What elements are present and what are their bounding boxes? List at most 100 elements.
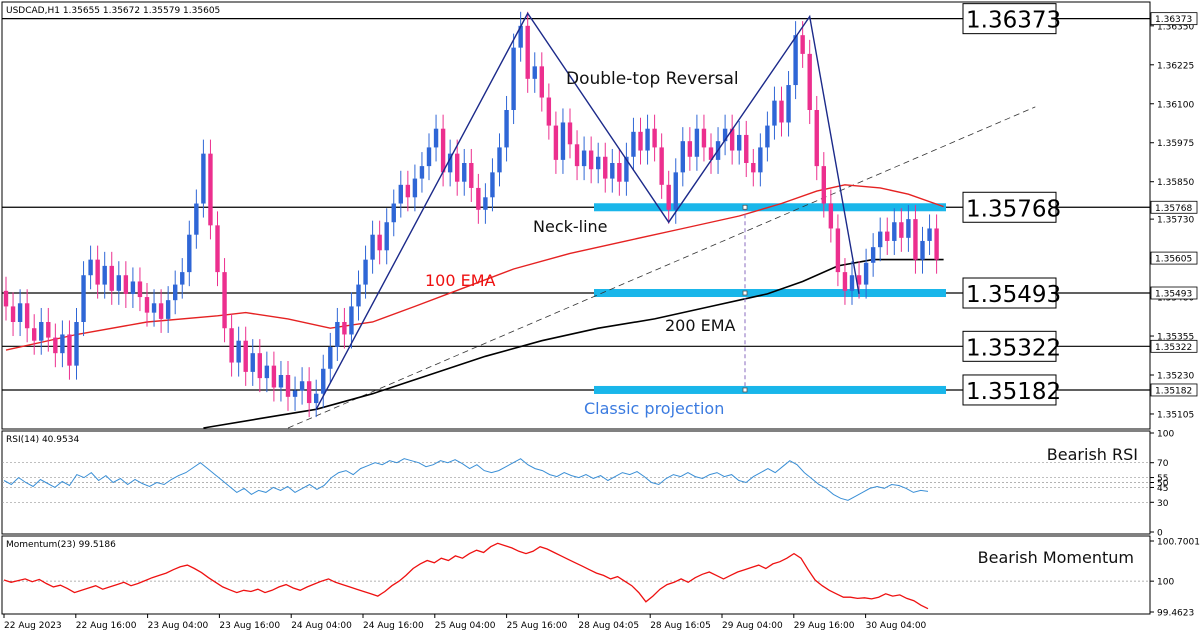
level-tags: 1.36373 1.35768 1.35493 1.35322 1.35182 <box>1150 12 1198 397</box>
level-labels: 1.36373 1.35768 1.35493 1.35322 1.35182 <box>962 3 1061 406</box>
candle <box>328 332 333 383</box>
candle <box>165 286 171 333</box>
candle-body <box>476 187 481 210</box>
candle-body <box>765 125 770 148</box>
candle <box>60 320 65 368</box>
candle-body <box>292 390 298 397</box>
level-label-box <box>962 3 1057 35</box>
candle <box>24 289 30 343</box>
rsi-tick-label: 30 <box>1157 499 1169 509</box>
candle <box>920 226 925 274</box>
candle <box>243 326 248 386</box>
candle <box>814 95 819 181</box>
candle-body <box>751 163 756 173</box>
candle-body <box>913 219 918 260</box>
price-tick-label: 1.35850 <box>1157 178 1194 188</box>
candle <box>229 314 234 377</box>
candle-body <box>455 153 460 182</box>
candle <box>567 108 573 159</box>
level-label-box <box>962 191 1057 223</box>
momentum-tick-label: 100 <box>1157 578 1174 588</box>
ema200-label: 200 EMA <box>665 316 736 335</box>
level-axis-tag-label: 1.35322 <box>1155 343 1192 353</box>
candle-body <box>165 300 171 319</box>
candle <box>835 214 841 287</box>
candle-body <box>102 265 107 285</box>
time-tick-label: 29 Aug 04:00 <box>722 621 783 631</box>
time-tick-label: 30 Aug 04:00 <box>866 621 927 631</box>
time-tick-label: 23 Aug 04:00 <box>148 621 209 631</box>
main-panel <box>1 1 1151 430</box>
candle-body <box>363 259 368 285</box>
candle <box>581 136 587 181</box>
candle-body <box>321 368 326 394</box>
candle <box>426 133 432 181</box>
candle-body <box>314 393 319 404</box>
candle-body <box>927 228 932 241</box>
double-top-pattern <box>315 12 860 410</box>
level-axis-tag-label: 1.36373 <box>1155 15 1192 25</box>
candle-body <box>95 259 100 285</box>
time-tick-label: 29 Aug 16:00 <box>794 621 855 631</box>
candle <box>335 307 340 361</box>
pattern-label: Double-top Reversal <box>566 69 739 89</box>
candle-body <box>384 222 389 251</box>
time-tick-label: 28 Aug 16:05 <box>650 621 711 631</box>
candle <box>194 189 199 249</box>
level-label: 1.35322 <box>966 335 1061 361</box>
candle <box>391 189 396 237</box>
candle <box>412 164 418 212</box>
candle-body <box>342 322 347 335</box>
candles[interactable] <box>3 11 939 418</box>
candle <box>913 205 918 274</box>
candle <box>800 21 805 68</box>
current-price-tag <box>1150 251 1198 265</box>
ema100-label: 100 EMA <box>425 271 496 290</box>
candle-body <box>60 334 65 354</box>
candle-body <box>469 163 474 188</box>
candle <box>405 170 411 212</box>
candle <box>758 133 763 187</box>
candle <box>878 217 883 262</box>
candle <box>546 83 552 140</box>
candle-body <box>828 203 834 229</box>
candle <box>46 307 51 352</box>
candle <box>455 139 460 196</box>
price-tick-label: 1.36225 <box>1157 61 1194 71</box>
candle-body <box>306 381 312 404</box>
level-axis-tag <box>1150 383 1198 397</box>
candle <box>807 39 812 125</box>
candle-body <box>807 53 812 110</box>
candle <box>892 208 897 255</box>
candle <box>821 152 826 218</box>
candle <box>863 248 869 299</box>
level-label: 1.35182 <box>966 379 1061 405</box>
candle <box>927 214 932 255</box>
candle-body <box>920 240 925 260</box>
candle-body <box>271 365 277 388</box>
candle <box>729 114 735 165</box>
candle-body <box>130 281 136 294</box>
candle-body <box>814 110 819 167</box>
projection-node <box>742 204 748 210</box>
candle <box>511 33 516 125</box>
candle <box>264 351 270 393</box>
candle <box>278 360 284 402</box>
candle-body <box>74 322 79 366</box>
candle <box>130 267 136 308</box>
rsi-tick-label: 55 <box>1157 474 1168 484</box>
candle <box>370 220 375 274</box>
candle-body <box>546 97 552 126</box>
candle-body <box>24 303 30 329</box>
level-label: 1.35768 <box>966 196 1061 222</box>
candle <box>109 251 114 305</box>
candle <box>356 270 361 321</box>
candle-body <box>356 284 361 307</box>
time-tick-label: 24 Aug 16:00 <box>363 621 424 631</box>
candle <box>363 245 368 299</box>
candle-body <box>659 147 664 185</box>
rsi-tick-label: 50 <box>1157 479 1169 489</box>
candle <box>885 217 890 255</box>
candle-body <box>497 147 502 173</box>
candle-body <box>151 303 157 313</box>
